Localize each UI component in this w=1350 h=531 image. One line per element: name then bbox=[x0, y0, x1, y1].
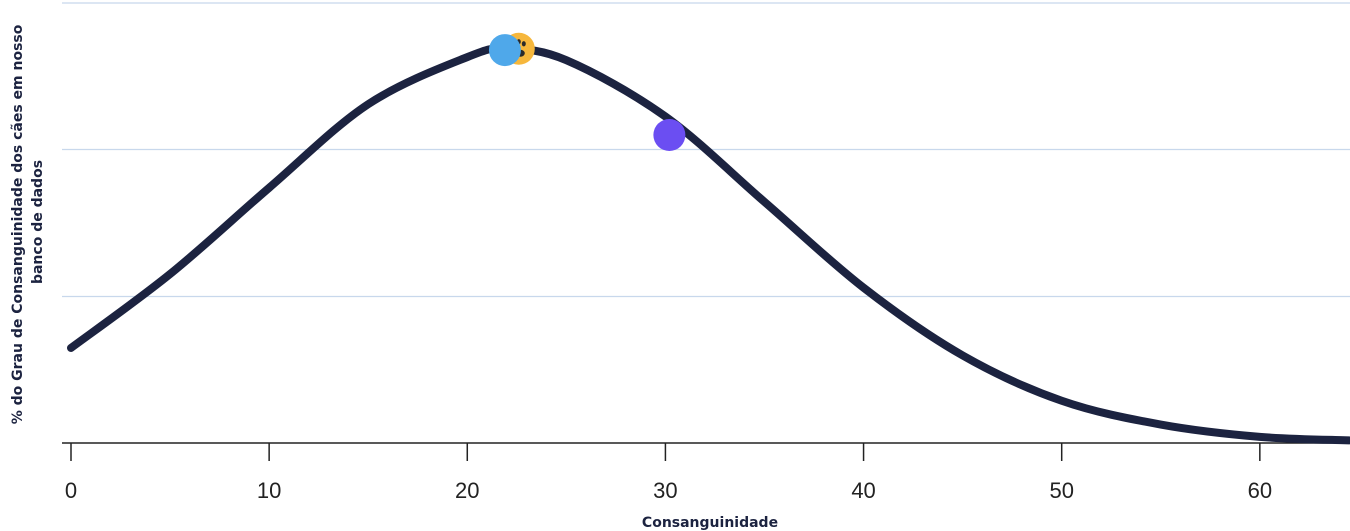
y-axis-title-line-1: % do Grau de Consanguinidade dos cães em… bbox=[10, 24, 26, 424]
distribution-curve-series bbox=[67, 44, 1350, 445]
x-tick-label: 20 bbox=[455, 478, 479, 503]
y-axis-title-line-2: banco de dados bbox=[30, 160, 46, 284]
dog-marker bbox=[488, 34, 521, 67]
x-tick-label: 0 bbox=[65, 478, 77, 503]
dog-marker bbox=[653, 119, 686, 151]
dog-markers bbox=[488, 32, 686, 151]
x-tick-label: 50 bbox=[1049, 478, 1073, 503]
x-axis: 0 10 20 30 40 50 60 bbox=[62, 442, 1350, 503]
x-axis-title: Consanguinidade bbox=[642, 515, 778, 531]
x-tick-label: 10 bbox=[257, 478, 281, 503]
y-axis-title: % do Grau de Consanguinidade dos cães em… bbox=[10, 20, 46, 425]
x-tick-label: 40 bbox=[851, 478, 875, 503]
paw-toe bbox=[521, 41, 526, 47]
x-tick-label: 60 bbox=[1248, 478, 1272, 503]
distribution-curve bbox=[67, 44, 1350, 445]
x-tick-label: 30 bbox=[653, 478, 677, 503]
